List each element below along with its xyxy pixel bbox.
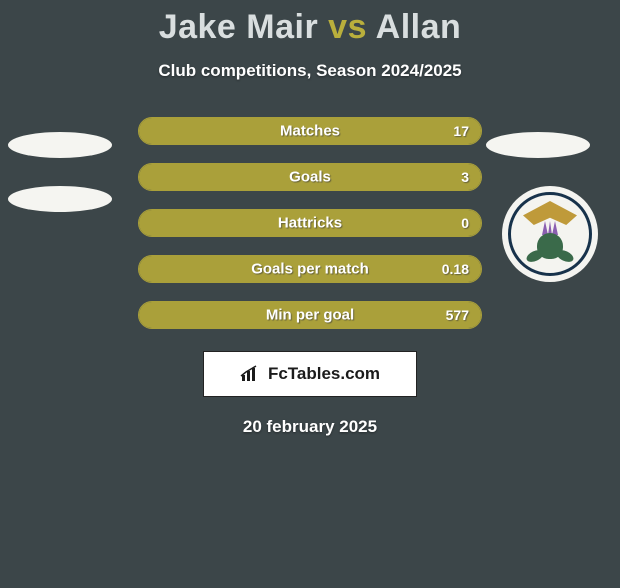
- stat-row: Matches 17: [0, 117, 620, 145]
- stat-bar: Goals per match 0.18: [138, 255, 482, 283]
- player2-name: Allan: [376, 8, 462, 46]
- player1-name: Jake Mair: [159, 8, 319, 46]
- stat-label: Matches: [280, 123, 340, 140]
- brand-link[interactable]: FcTables.com: [203, 351, 417, 397]
- vs-text: vs: [328, 8, 367, 46]
- stat-label: Min per goal: [266, 307, 354, 324]
- subtitle: Club competitions, Season 2024/2025: [0, 61, 620, 81]
- stat-bar: Matches 17: [138, 117, 482, 145]
- date-text: 20 february 2025: [0, 417, 620, 437]
- stat-bar: Hattricks 0: [138, 209, 482, 237]
- stat-row: Goals 3: [0, 163, 620, 191]
- stat-label: Goals per match: [251, 261, 369, 278]
- stat-label: Hattricks: [278, 215, 342, 232]
- stat-value-right: 0.18: [442, 261, 469, 277]
- stat-value-right: 3: [461, 169, 469, 185]
- stats-container: Matches 17 Goals 3 Hattricks 0 Goals per…: [0, 117, 620, 329]
- stat-bar: Min per goal 577: [138, 301, 482, 329]
- stat-row: Goals per match 0.18: [0, 255, 620, 283]
- brand-text: FcTables.com: [268, 364, 380, 384]
- stat-value-right: 577: [446, 307, 469, 323]
- stat-bar: Goals 3: [138, 163, 482, 191]
- bar-chart-icon: [240, 365, 262, 383]
- stat-row: Min per goal 577: [0, 301, 620, 329]
- page-title: Jake Mair vs Allan: [0, 8, 620, 47]
- stat-row: Hattricks 0: [0, 209, 620, 237]
- stat-value-right: 17: [453, 123, 469, 139]
- stat-value-right: 0: [461, 215, 469, 231]
- stat-label: Goals: [289, 169, 331, 186]
